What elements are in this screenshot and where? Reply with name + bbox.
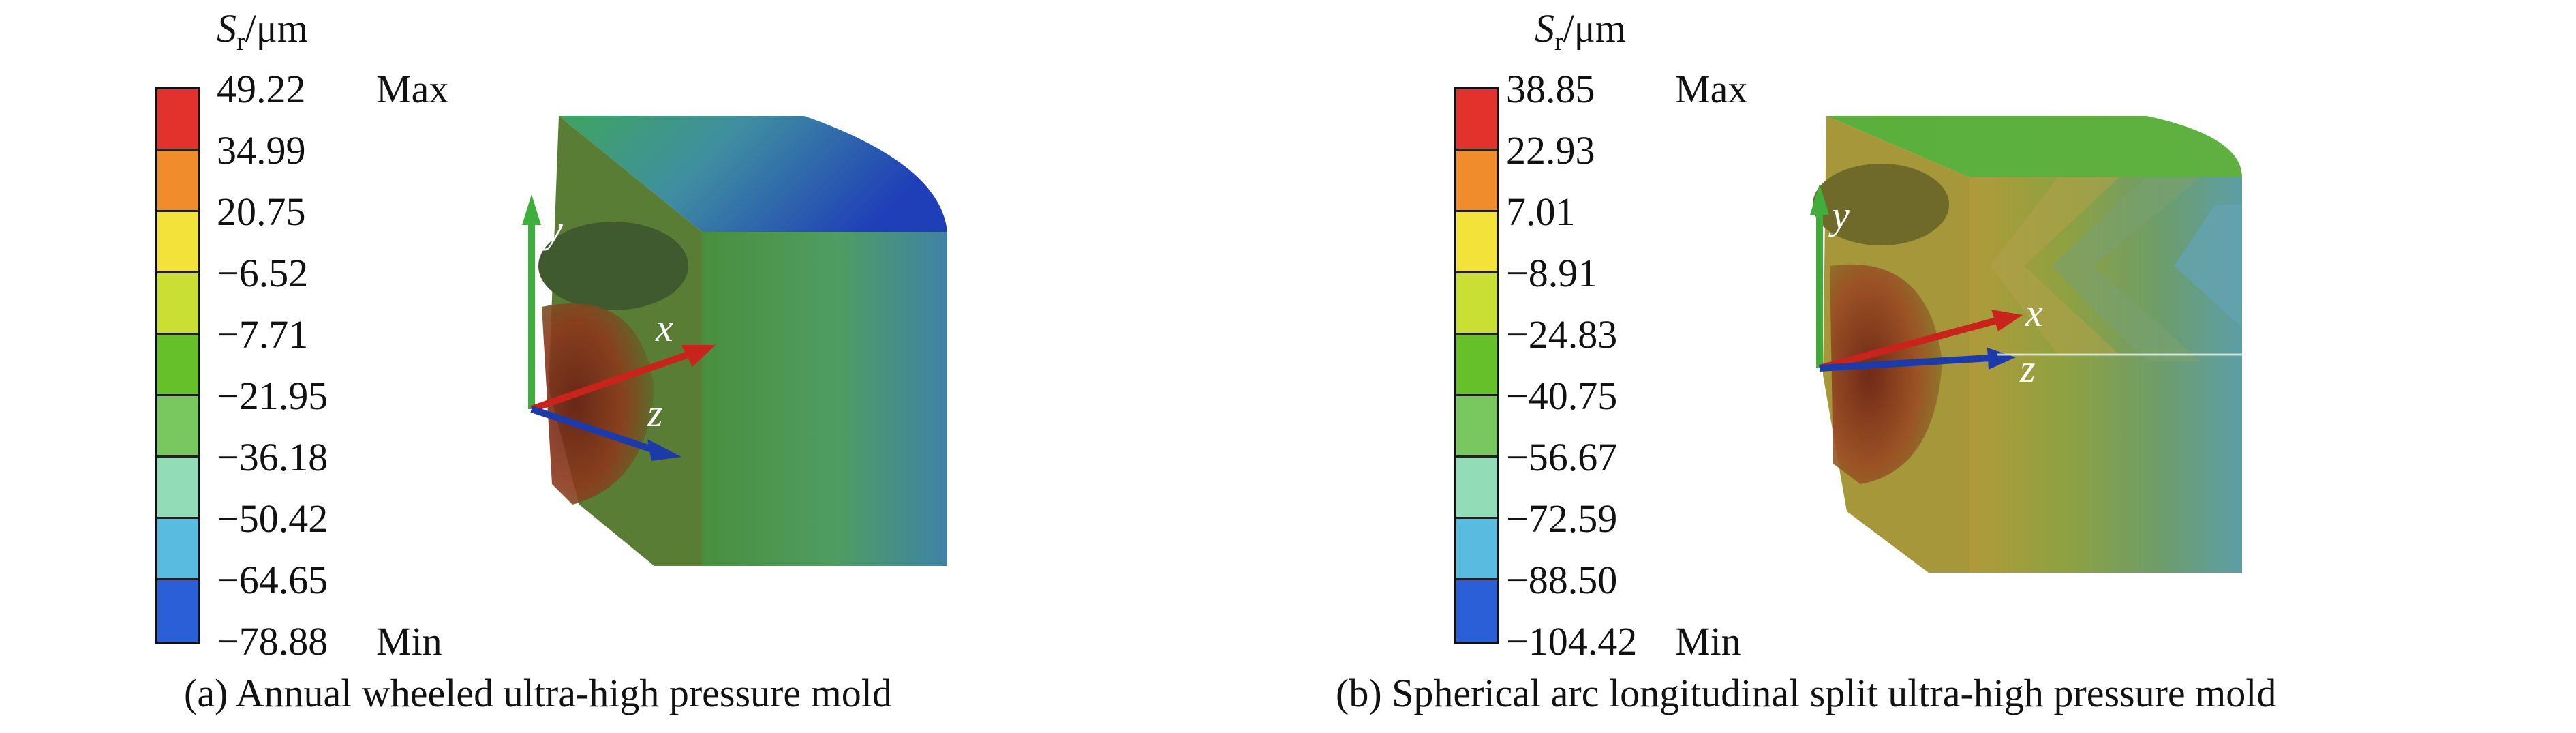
colorbar-segment (1456, 212, 1497, 273)
x-axis-arrowhead (1991, 310, 2023, 331)
x-axis-arrow (530, 351, 690, 413)
mold-front-face (1969, 177, 2242, 573)
colorbar (155, 87, 200, 644)
colorbar-tick-label: −7.71 (217, 312, 309, 357)
unit-subscript: r (236, 27, 245, 56)
contour-band (1990, 177, 2119, 355)
figure-caption: (a) Annual wheeled ultra-high pressure m… (184, 671, 892, 715)
colorbar-segment (157, 273, 198, 335)
x-axis-label: x (655, 305, 673, 350)
colorbar-tick-label: −40.75 (1506, 374, 1618, 418)
colorbar-segment (157, 396, 198, 458)
min-label: Min (376, 619, 442, 663)
colorbar-tick-label: −50.42 (217, 496, 328, 541)
colorbar-segment (1456, 335, 1497, 396)
colorbar-tick-label: 20.75 (217, 190, 306, 234)
y-axis-label: y (1828, 193, 1850, 237)
contour-band (2174, 205, 2242, 327)
y-axis-label: y (542, 207, 563, 251)
colorbar-tick-label: −88.50 (1506, 558, 1618, 602)
colorbar-tick-label: −78.88 (217, 619, 328, 663)
figure-caption: (b) Spherical arc longitudinal split ult… (1336, 671, 2277, 715)
colorbar-tick-label: −6.52 (217, 251, 309, 295)
mold-top-surface (1826, 116, 2242, 177)
colorbar-tick-label: −24.83 (1506, 312, 1618, 357)
unit-suffix: /μm (245, 6, 308, 50)
max-label: Max (376, 67, 449, 111)
unit-subscript: r (1554, 27, 1563, 56)
unit-symbol: S (217, 6, 236, 50)
colorbar-segment (157, 519, 198, 580)
colorbar-segment (157, 580, 198, 642)
z-axis-label: z (2019, 346, 2036, 391)
mold-model-b: y x z (1810, 116, 2242, 573)
colorbar-segment (1456, 89, 1497, 151)
colorbar (1454, 87, 1499, 644)
colorbar-segment (157, 335, 198, 396)
figure-panel-a: Sr/μm 49.22 34.99 20.75 −6.52 −7.71 −21.… (155, 5, 947, 715)
colorbar-unit-label: Sr/μm (1535, 5, 1626, 57)
mold-pressure-zone (1830, 264, 1942, 484)
colorbar-segment (1456, 273, 1497, 335)
figure-panel-b: Sr/μm 38.85 22.93 7.01 −8.91 −24.83 −40.… (1288, 0, 2576, 733)
colorbar-tick-label: −104.42 (1506, 619, 1638, 663)
z-axis-arrow (530, 406, 656, 453)
colorbar-segment (1456, 580, 1497, 642)
mold-cavity (1813, 164, 1949, 245)
colorbar-tick-label: −21.95 (217, 374, 328, 418)
colorbar-segment (157, 458, 198, 519)
colorbar-tick-label: −72.59 (1506, 496, 1618, 541)
colorbar-tick-label: 22.93 (1506, 128, 1595, 173)
unit-suffix: /μm (1563, 6, 1626, 50)
colorbar-segment (1456, 458, 1497, 519)
colorbar-tick-label: −8.91 (1506, 251, 1598, 295)
mold-model-a: y x z (522, 116, 947, 566)
colorbar-unit-label: Sr/μm (217, 5, 308, 57)
mold-cavity (538, 222, 688, 310)
mold-pressure-zone (542, 303, 654, 505)
z-axis-arrowhead (1987, 348, 2016, 370)
colorbar-tick-label: −56.67 (1506, 435, 1618, 479)
colorbar-segment (1456, 519, 1497, 580)
y-axis-arrowhead (522, 194, 541, 225)
colorbar-tick-label: −36.18 (217, 435, 328, 479)
min-label: Min (1675, 619, 1741, 663)
x-axis-arrow (1818, 317, 1998, 372)
colorbar-segment (1456, 396, 1497, 458)
z-axis-label: z (647, 391, 663, 435)
colorbar-segment (157, 212, 198, 273)
mold-top-surface (559, 116, 947, 232)
colorbar-segment (1456, 151, 1497, 212)
x-axis-label: x (2025, 290, 2043, 335)
x-axis-arrowhead (681, 345, 716, 367)
mold-front-face (702, 232, 947, 566)
max-label: Max (1675, 67, 1748, 111)
z-axis-arrow (1819, 355, 1991, 372)
contour-band (2051, 177, 2201, 361)
unit-symbol: S (1535, 6, 1554, 50)
colorbar-tick-label: 38.85 (1506, 67, 1595, 111)
colorbar-tick-label: 7.01 (1506, 190, 1576, 234)
y-axis-arrowhead (1810, 184, 1829, 215)
z-axis-arrowhead (647, 439, 681, 461)
colorbar-segment (157, 151, 198, 212)
colorbar-segment (157, 89, 198, 151)
colorbar-tick-label: 34.99 (217, 128, 306, 173)
colorbar-tick-label: 49.22 (217, 67, 306, 111)
colorbar-tick-label: −64.65 (217, 558, 328, 602)
